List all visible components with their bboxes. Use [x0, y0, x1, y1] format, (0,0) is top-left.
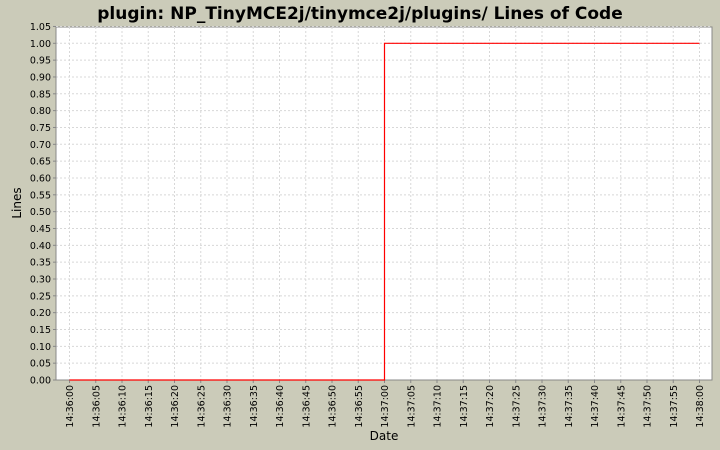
- y-tick-label: 0.50: [30, 207, 51, 218]
- y-tick-label: 1.00: [30, 39, 51, 50]
- x-tick-label: 14:37:50: [643, 385, 654, 428]
- x-tick-label: 14:37:15: [459, 385, 470, 428]
- y-tick-label: 0.55: [30, 190, 51, 201]
- series: [69, 42, 700, 381]
- x-tick-label: 14:36:00: [65, 385, 76, 428]
- x-tick-label: 14:38:00: [695, 385, 706, 428]
- x-tick-label: 14:36:30: [223, 385, 234, 428]
- y-tick-label: 0.15: [30, 325, 51, 336]
- y-tick-label: 0.95: [30, 56, 51, 67]
- x-tick-label: 14:36:15: [144, 385, 155, 428]
- series-line: [69, 42, 700, 381]
- x-tick-label: 14:36:20: [170, 385, 181, 428]
- y-tick-label: 0.20: [30, 308, 51, 319]
- y-tick-label: 0.90: [30, 72, 51, 83]
- y-tick-label: 0.05: [30, 359, 51, 370]
- x-axis: 14:36:00 14:36:05 14:36:10 14:36:15 14:36:20…: [56, 379, 712, 428]
- y-tick-label: 0.65: [30, 157, 51, 168]
- y-tick-label: 0.25: [30, 291, 51, 302]
- y-tick-label: 0.10: [30, 342, 51, 353]
- x-tick-label: 14:36:25: [196, 385, 207, 428]
- x-axis-label: Date: [370, 429, 399, 443]
- x-tick-label: 14:37:45: [616, 385, 627, 428]
- x-tick-label: 14:37:55: [669, 385, 680, 428]
- y-tick-label: 0.80: [30, 106, 51, 117]
- x-tick-label: 14:37:05: [406, 385, 417, 428]
- y-tick-label: 0.30: [30, 274, 51, 285]
- x-tick-label: 14:36:40: [275, 385, 286, 428]
- y-tick-label: 0.40: [30, 241, 51, 252]
- x-tick-label: 14:36:05: [91, 385, 102, 428]
- x-tick-label: 14:37:25: [511, 385, 522, 428]
- x-tick-label: 14:36:45: [301, 385, 312, 428]
- x-tick-label: 14:37:00: [380, 385, 391, 428]
- x-tick-label: 14:37:20: [485, 385, 496, 428]
- y-tick-label: 0.35: [30, 258, 51, 269]
- y-tick-label: 0.60: [30, 173, 51, 184]
- y-tick-label: 0.75: [30, 123, 51, 134]
- y-tick-label: 0.00: [30, 376, 51, 387]
- x-tick-label: 14:37:35: [564, 385, 575, 428]
- x-tick-label: 14:36:35: [249, 385, 260, 428]
- x-tick-label: 14:36:50: [328, 385, 339, 428]
- y-tick-label: 0.45: [30, 224, 51, 235]
- x-tick-label: 14:37:40: [590, 385, 601, 428]
- y-axis: 0.00 0.05 0.10 0.15 0.20 0.25 0.30 0.35 0.40 0.45…: [30, 22, 57, 387]
- y-tick-label: 0.85: [30, 89, 51, 100]
- x-tick-label: 14:37:10: [433, 385, 444, 428]
- y-tick-label: 1.05: [30, 22, 51, 33]
- y-axis-label: Lines: [10, 187, 24, 218]
- y-tick-label: 0.70: [30, 140, 51, 151]
- x-tick-label: 14:37:30: [538, 385, 549, 428]
- x-tick-label: 14:36:10: [118, 385, 129, 428]
- x-tick-label: 14:36:55: [354, 385, 365, 428]
- chart-title: plugin: NP_TinyMCE2j/tinymce2j/plugins/ …: [97, 4, 623, 24]
